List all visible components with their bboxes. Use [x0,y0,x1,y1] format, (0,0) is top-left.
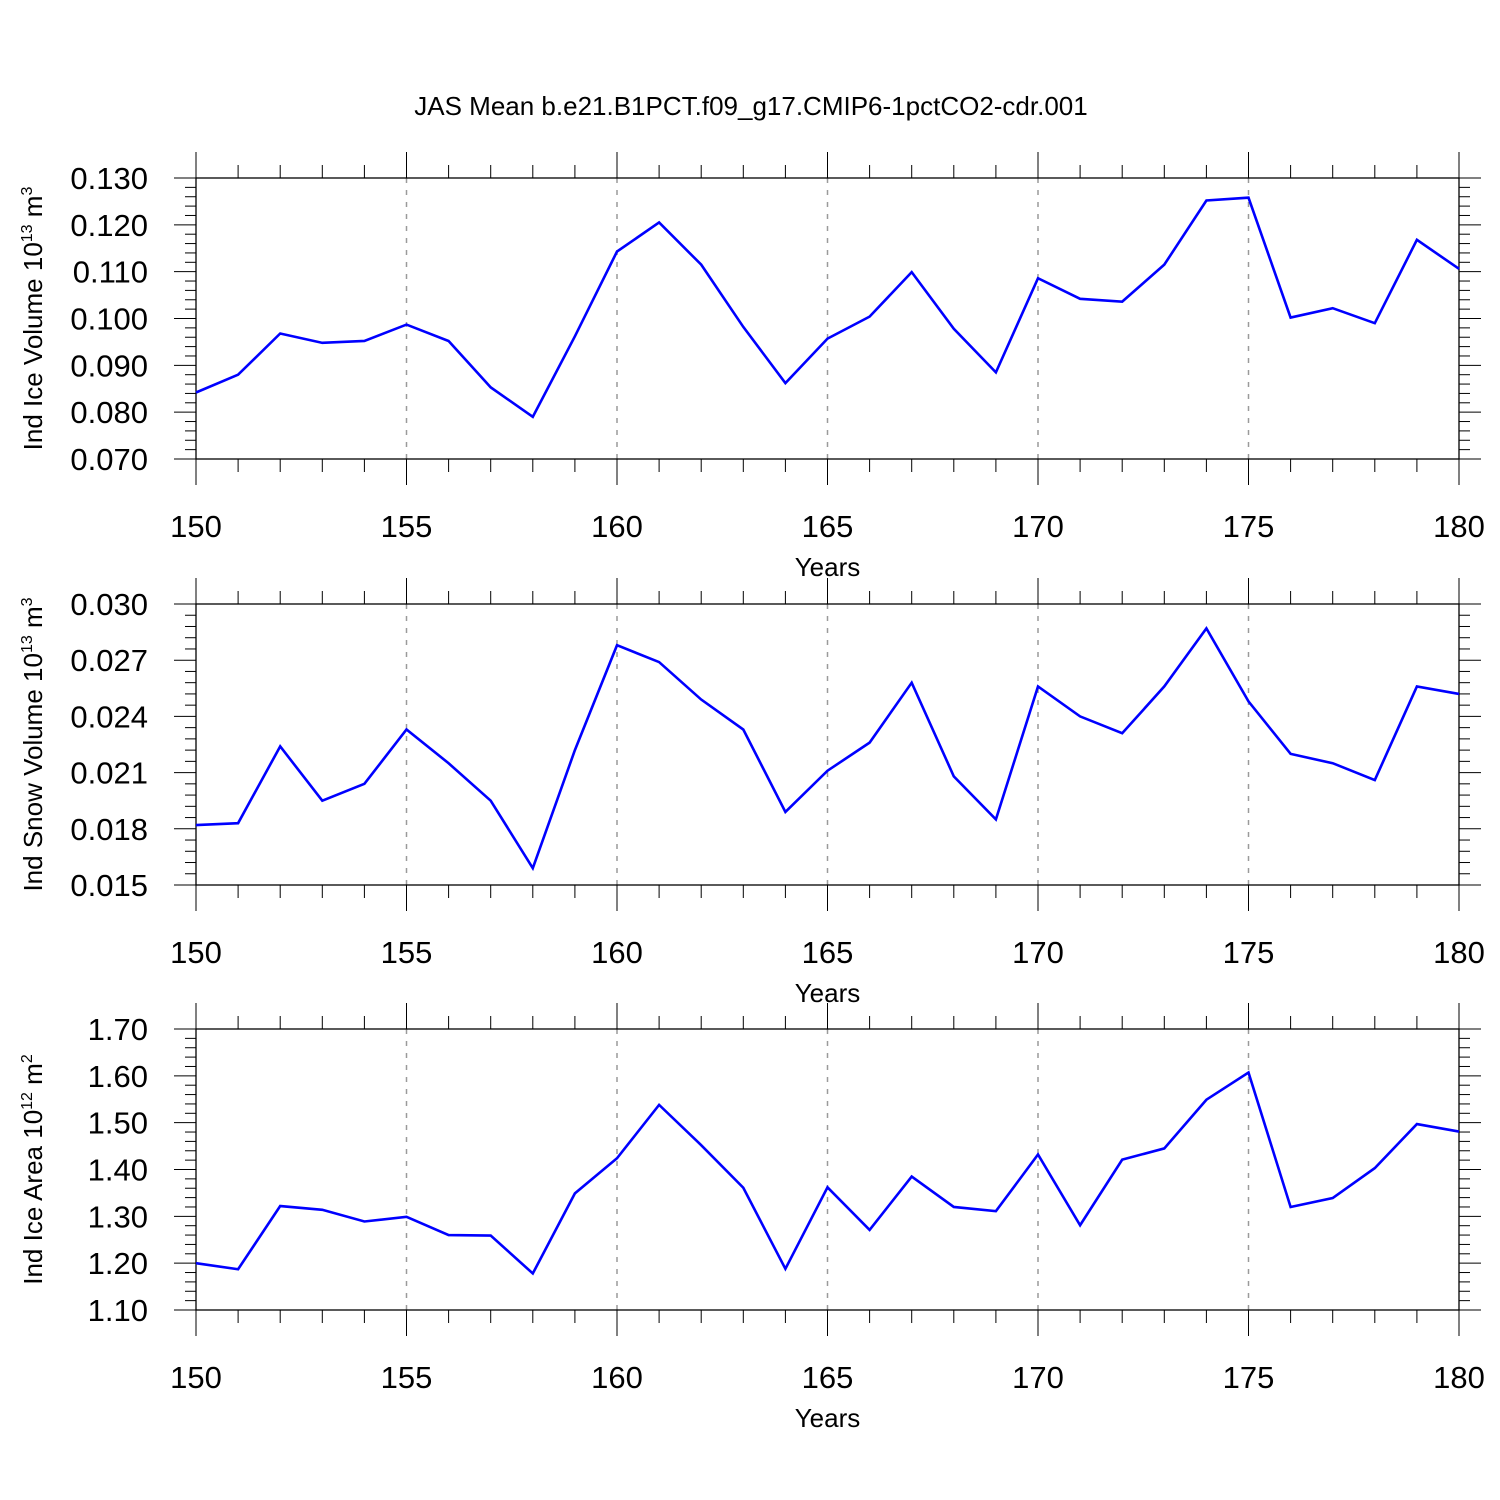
x-tick-label: 155 [381,1360,433,1395]
y-tick-label: 0.090 [70,348,148,383]
x-tick-label: 170 [1012,509,1064,544]
x-tick-label: 175 [1223,1360,1275,1395]
plot-frame [195,603,1460,886]
y-tick-label: 1.50 [88,1106,148,1141]
y-tick-label: 0.030 [70,587,148,622]
plot-frame [195,177,1460,460]
y-tick-label: 0.130 [70,161,148,196]
y-tick-label: 0.015 [70,868,148,903]
x-tick-label: 155 [381,935,433,970]
x-tick-label: 150 [170,935,222,970]
y-tick-label: 0.021 [70,756,148,791]
x-tick-label: 180 [1433,1360,1485,1395]
y-tick-label: 1.20 [88,1246,148,1281]
x-tick-label: 160 [591,1360,643,1395]
x-tick-label: 150 [170,509,222,544]
x-tick-label: 150 [170,1360,222,1395]
x-tick-label: 170 [1012,935,1064,970]
y-axis-title: Ind Ice Area 1012 m2 [18,1054,48,1285]
y-axis-title: Ind Snow Volume 1013 m3 [18,597,48,891]
x-tick-label: 180 [1433,935,1485,970]
x-tick-label: 175 [1223,509,1275,544]
y-tick-label: 0.027 [70,643,148,678]
y-tick-label: 1.60 [88,1059,148,1094]
y-tick-label: 0.024 [70,699,148,734]
x-tick-label: 180 [1433,509,1485,544]
x-tick-label: 160 [591,509,643,544]
plot-frame [195,1028,1460,1311]
x-tick-label: 165 [802,935,854,970]
y-axis-title: Ind Ice Volume 1013 m3 [18,187,48,451]
chart-panel-2: 0.015 0.018 0.021 0.024 0.027 0.030 150 155 160 1… [18,578,1485,1008]
x-tick-label: 170 [1012,1360,1064,1395]
x-tick-label: 155 [381,509,433,544]
x-tick-label: 165 [802,509,854,544]
x-axis-title: Years [795,1403,861,1433]
series-line [195,1070,1460,1276]
chart-panel-3: 1.10 1.20 1.30 1.40 1.50 1.60 1.70 150 155 160 165… [18,1003,1485,1433]
y-tick-label: 1.30 [88,1199,148,1234]
y-tick-label: 0.070 [70,442,148,477]
series-line [195,625,1460,872]
y-tick-label: 1.10 [88,1293,148,1328]
figure-title: JAS Mean b.e21.B1PCT.f09_g17.CMIP6-1pctC… [414,91,1087,121]
x-tick-label: 160 [591,935,643,970]
y-tick-label: 0.018 [70,812,148,847]
y-tick-label: 1.70 [88,1012,148,1047]
y-tick-label: 0.080 [70,395,148,430]
chart-panel-1: 0.070 0.080 0.090 0.100 0.110 0.120 0.130 150 15… [18,152,1485,582]
y-tick-label: 0.120 [70,208,148,243]
x-tick-label: 175 [1223,935,1275,970]
y-tick-label: 0.110 [73,255,148,290]
series-line [195,196,1460,419]
y-tick-label: 1.40 [88,1153,148,1188]
x-axis-title: Years [795,552,861,582]
x-tick-label: 165 [802,1360,854,1395]
y-tick-label: 0.100 [70,302,148,337]
